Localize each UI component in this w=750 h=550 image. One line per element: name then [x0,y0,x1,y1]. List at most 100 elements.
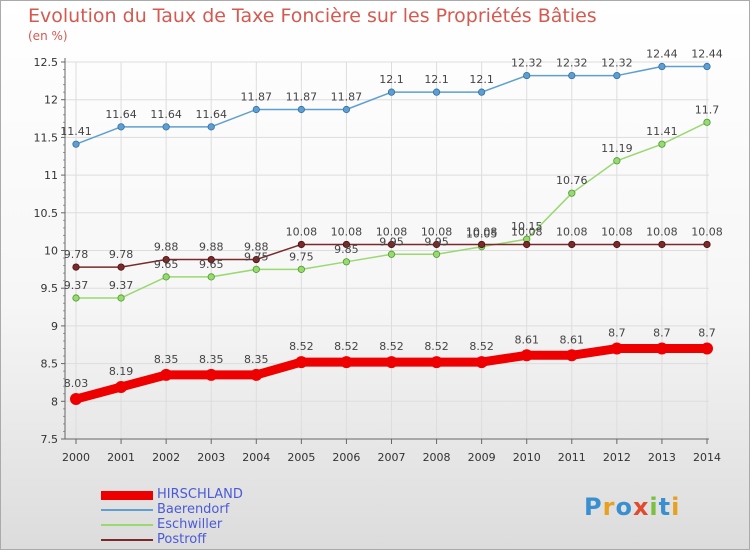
y-tick-label: 10.5 [34,207,59,220]
data-point-eschwiller [207,273,215,281]
data-point-eschwiller [387,250,396,258]
x-tick-label: 2008 [423,451,451,464]
y-tick-label: 9.5 [41,282,59,295]
data-point-postroff [568,240,576,249]
data-point-eschwiller [162,273,170,281]
data-point-postroff [613,240,621,249]
data-point-hirschland [205,368,218,381]
data-label-hirschland: 8.35 [154,353,179,366]
data-label-postroff: 9.88 [244,241,269,254]
data-point-eschwiller [613,157,621,165]
data-point-baerendorf [703,62,711,71]
legend-label: Postroff [157,532,207,547]
x-tick-label: 2007 [378,451,406,464]
data-label-hirschland: 8.03 [64,377,89,390]
data-label-eschwiller: 10.05 [466,228,498,241]
data-point-hirschland [610,342,623,355]
data-point-baerendorf [117,123,125,131]
data-label-postroff: 9.78 [64,248,89,261]
data-point-hirschland [385,356,398,369]
data-label-hirschland: 8.35 [199,353,224,366]
y-tick-label: 12.5 [34,56,59,69]
data-point-hirschland [655,342,668,355]
data-label-hirschland: 8.52 [469,340,494,353]
data-point-postroff [478,240,486,249]
data-label-hirschland: 8.19 [109,365,134,378]
data-point-postroff [432,240,441,249]
data-label-eschwiller: 9.95 [424,235,449,248]
x-tick-label: 2003 [197,451,225,464]
y-tick-label: 8.5 [41,358,59,371]
data-point-eschwiller [72,294,80,302]
logo-letter: P [584,493,603,521]
data-label-eschwiller: 9.75 [289,250,314,263]
data-point-baerendorf [72,140,80,148]
data-point-eschwiller [432,250,441,258]
data-point-baerendorf [523,71,531,80]
x-tick-label: 2006 [332,451,360,464]
data-label-eschwiller: 9.37 [64,279,89,292]
data-label-hirschland: 8.52 [289,340,314,353]
data-label-eschwiller: 9.37 [109,279,134,292]
y-tick-label: 11.5 [34,131,59,144]
data-point-hirschland [475,356,488,369]
data-label-postroff: 10.08 [601,225,633,238]
data-label-eschwiller: 11.7 [695,103,720,116]
data-point-hirschland [565,349,578,362]
data-label-baerendorf: 12.1 [379,73,404,86]
data-point-baerendorf [252,105,260,114]
data-label-baerendorf: 12.32 [511,57,543,70]
data-label-postroff: 10.08 [466,225,498,238]
x-tick-label: 2009 [468,451,496,464]
x-tick-label: 2011 [558,451,586,464]
data-point-baerendorf [387,88,396,96]
data-label-hirschland: 8.7 [653,327,671,340]
data-point-postroff [297,240,305,249]
data-label-eschwiller: 10.15 [511,220,543,233]
data-label-postroff: 10.08 [421,225,453,238]
data-label-hirschland: 8.52 [379,340,404,353]
data-point-hirschland [250,368,263,381]
data-label-postroff: 10.08 [286,225,318,238]
legend-swatch [101,539,153,541]
x-tick-label: 2010 [513,451,541,464]
y-tick-label: 8 [51,395,58,408]
legend-swatch [101,491,153,500]
chart-subtitle: (en %) [28,29,68,43]
data-label-eschwiller: 11.41 [646,125,678,138]
data-label-postroff: 10.08 [646,225,678,238]
data-label-baerendorf: 12.1 [424,73,449,86]
data-label-baerendorf: 12.32 [556,57,588,70]
x-tick-label: 2013 [648,451,676,464]
data-point-eschwiller [342,258,351,266]
y-tick-label: 11 [44,169,58,182]
data-point-eschwiller [658,140,666,148]
data-point-hirschland [295,356,308,369]
logo-letter: i [649,493,659,521]
data-point-eschwiller [252,265,260,273]
data-point-hirschland [430,356,443,369]
data-point-postroff [117,263,125,271]
data-label-hirschland: 8.52 [424,340,449,353]
data-point-hirschland [115,380,128,393]
data-point-postroff [72,263,80,271]
data-label-postroff: 10.08 [331,225,363,238]
legend-label: Eschwiller [157,517,223,532]
data-point-hirschland [70,393,82,406]
data-label-baerendorf: 12.1 [469,73,494,86]
data-point-baerendorf [432,88,441,96]
x-tick-label: 2005 [287,451,315,464]
data-label-baerendorf: 12.32 [601,57,633,70]
data-point-hirschland [340,356,353,369]
data-label-baerendorf: 11.64 [105,108,137,121]
data-label-postroff: 9.88 [199,241,224,254]
data-point-postroff [162,255,170,264]
logo-letter: x [632,493,650,521]
legend-label: Baerendorf [157,502,230,517]
data-label-baerendorf: 12.44 [691,48,723,61]
data-label-baerendorf: 11.87 [286,91,318,104]
data-label-baerendorf: 11.41 [60,125,92,138]
data-point-baerendorf [658,62,666,71]
x-tick-label: 2000 [62,451,90,464]
